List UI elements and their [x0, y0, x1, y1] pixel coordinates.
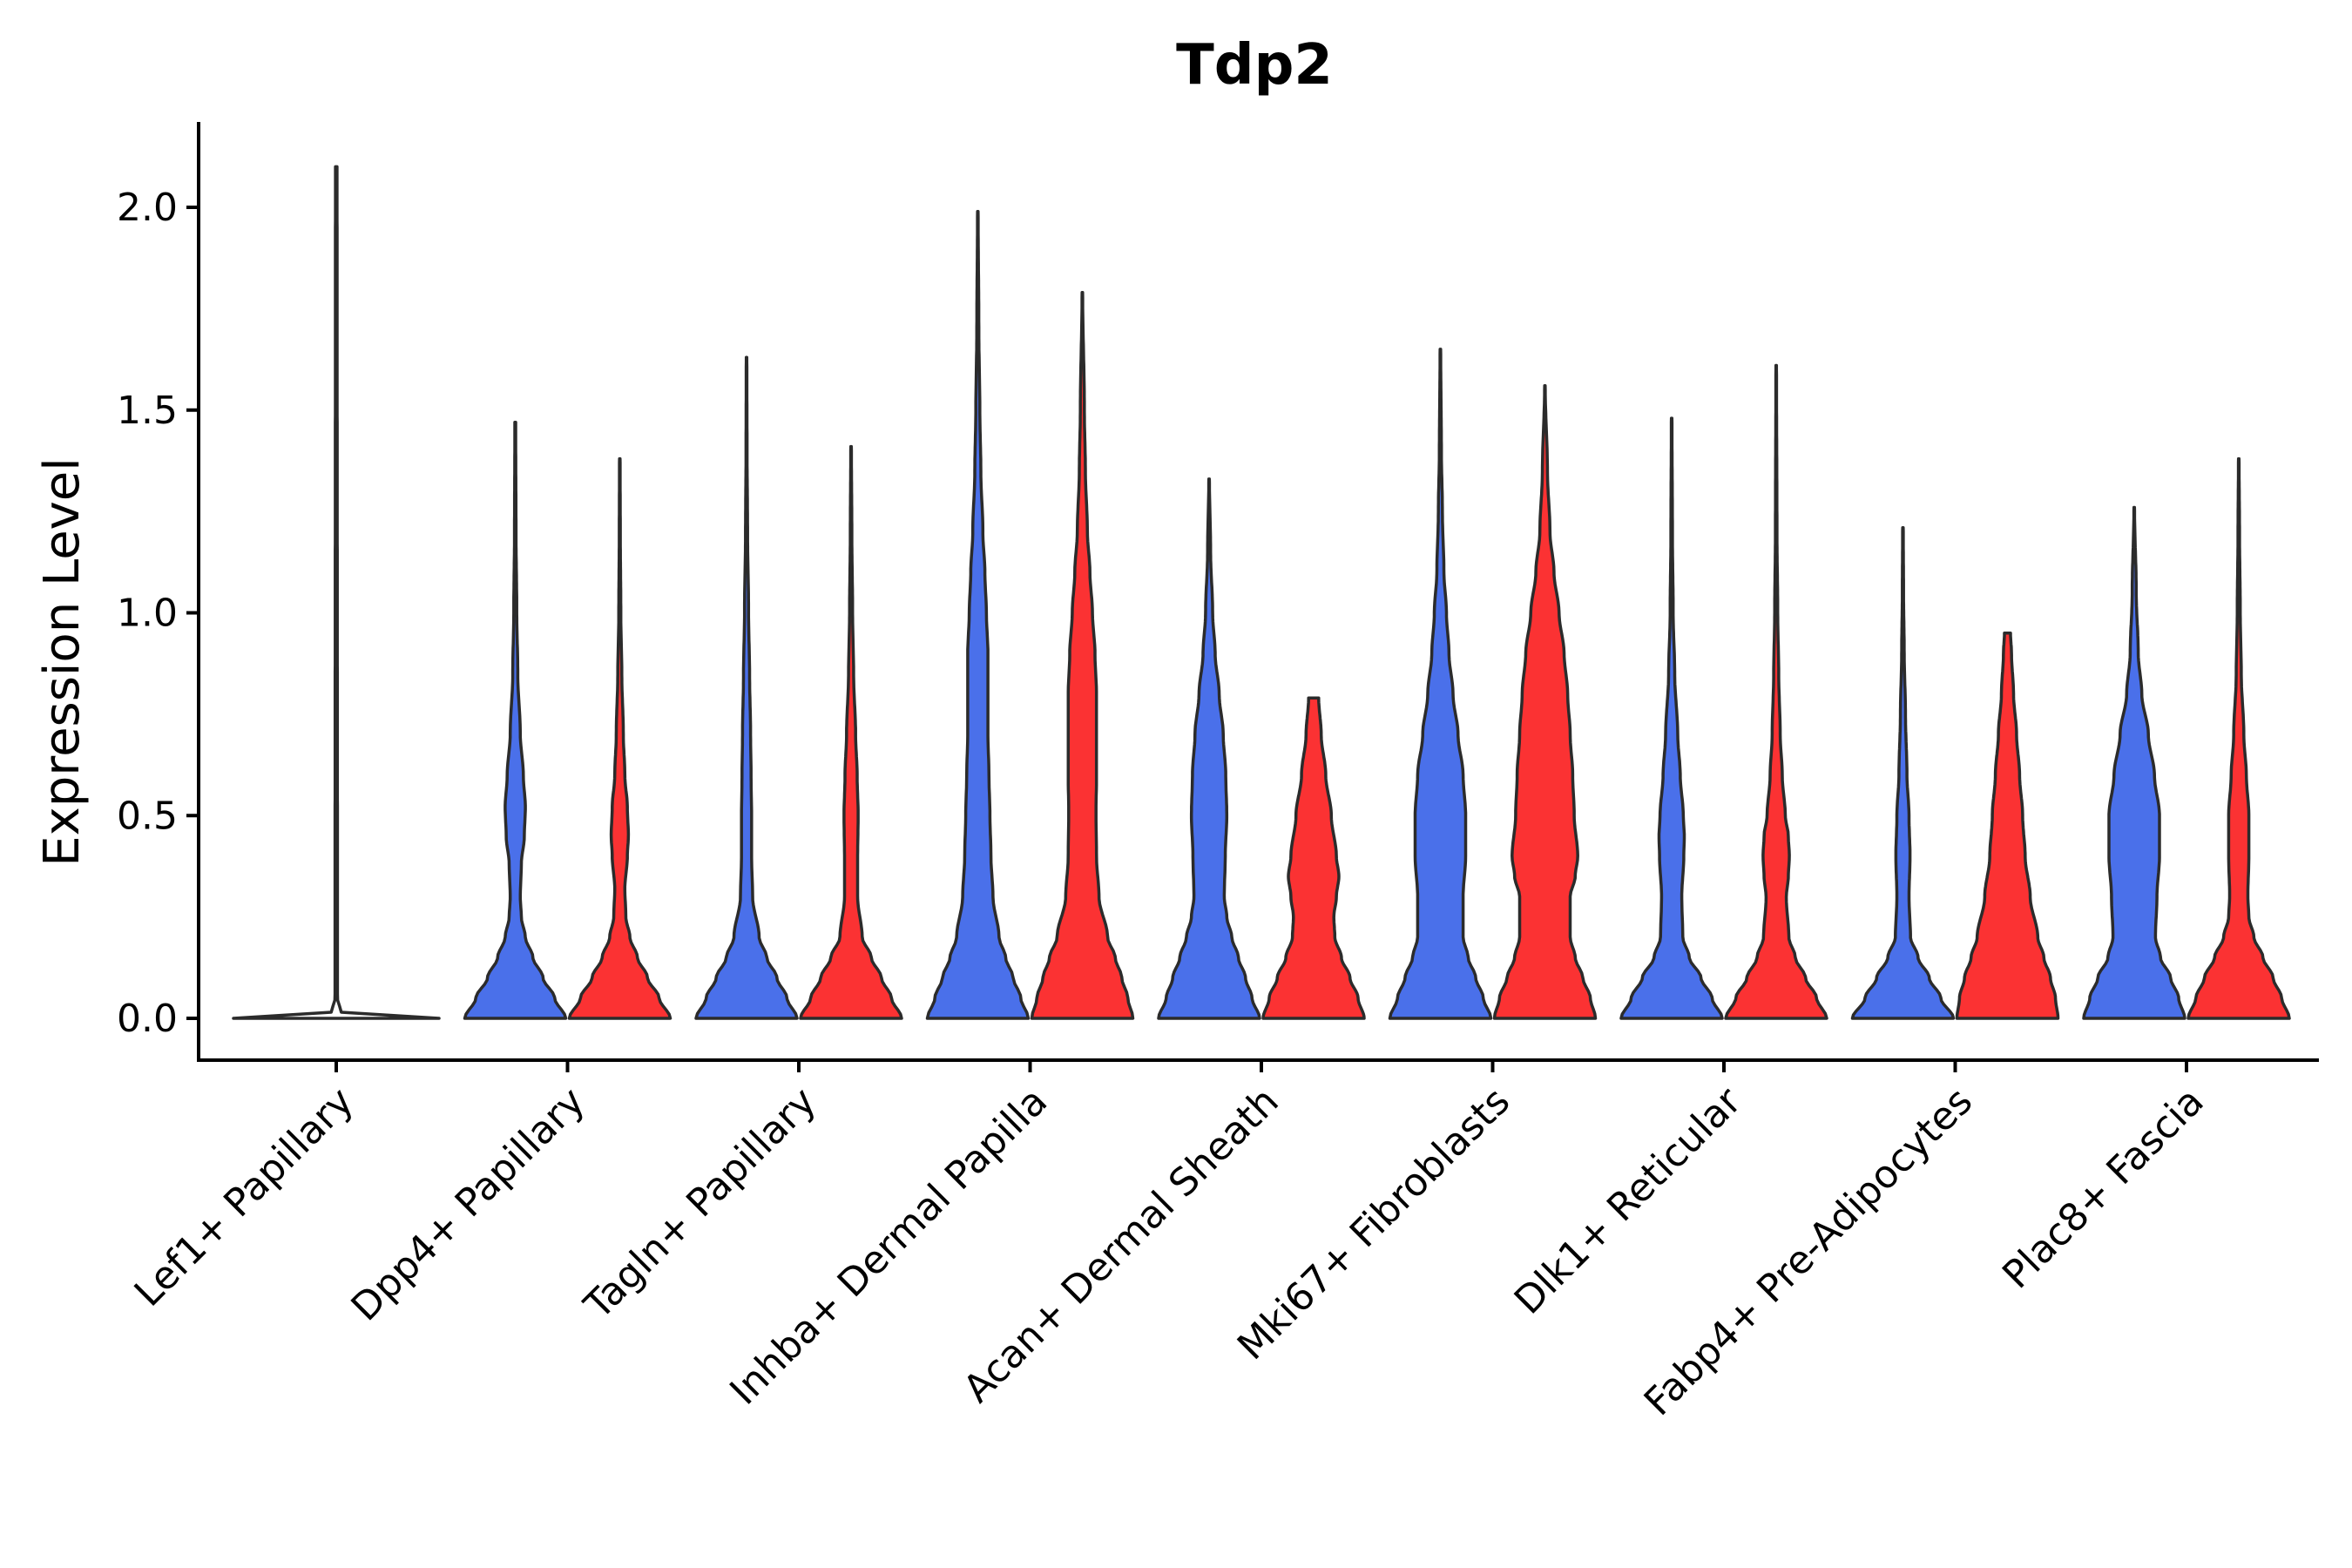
- y-tick-label: 0.0: [117, 997, 178, 1041]
- x-tick-label: Tagln+ Papillary: [576, 1079, 825, 1328]
- violin-blue: [1157, 477, 1261, 1020]
- violin-group: [232, 165, 2291, 1020]
- violin-single: [232, 165, 441, 1020]
- violin-red: [1955, 632, 2060, 1020]
- y-axis: 0.0 0.5 1.0 1.5 2.0: [117, 122, 200, 1062]
- violin-red: [2186, 456, 2291, 1020]
- x-tick-label: Plac8+ Fascia: [1994, 1079, 2213, 1298]
- x-tick-label: Dpp4+ Papillary: [343, 1079, 594, 1330]
- violin-blue: [2082, 505, 2186, 1020]
- violin-red: [799, 444, 903, 1020]
- x-tick-label: Dlk1+ Reticular: [1506, 1078, 1751, 1323]
- violin-blue: [1388, 348, 1493, 1020]
- violin-red: [1030, 291, 1135, 1020]
- violin-blue: [463, 420, 568, 1020]
- chart-title: Tdp2: [1176, 33, 1333, 98]
- x-tick-label: Lef1+ Papillary: [126, 1079, 362, 1315]
- violin-red: [1492, 384, 1598, 1020]
- violin-blue: [1619, 416, 1724, 1020]
- violin-red: [567, 456, 672, 1020]
- y-tick-label: 0.5: [117, 794, 178, 838]
- violin-red: [1261, 696, 1366, 1020]
- y-tick-label: 1.0: [117, 591, 178, 636]
- y-tick-label: 1.5: [117, 389, 178, 433]
- violin-blue: [694, 355, 799, 1020]
- y-tick-label: 2.0: [117, 186, 178, 230]
- y-axis-label: Expression Level: [34, 457, 91, 867]
- violin-red: [1724, 363, 1828, 1020]
- violin-blue: [1850, 525, 1956, 1020]
- violin-blue: [925, 209, 1031, 1020]
